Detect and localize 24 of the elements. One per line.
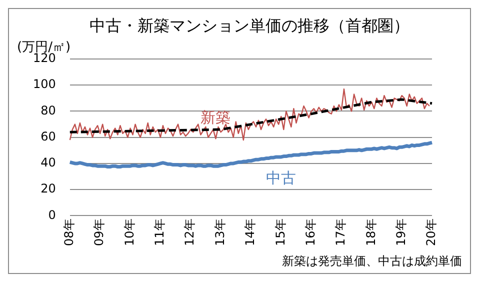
y-tick-label: 20 xyxy=(40,182,56,196)
text: 新築は発売単価、中古は成約単価 xyxy=(282,254,462,268)
x-tick-label: 12年 xyxy=(182,218,197,246)
x-tick-label: 18年 xyxy=(364,218,378,246)
x-tick-label: 13年 xyxy=(212,218,227,246)
series-label: 新築 xyxy=(200,108,231,127)
x-tick-label: 20年 xyxy=(424,218,438,246)
x-tick-label: 15年 xyxy=(273,218,288,246)
chart-title: 中古・新築マンション単価の推移（首都圏） xyxy=(90,16,410,35)
series-label: 中古 xyxy=(266,168,296,187)
x-tick-label: 19年 xyxy=(394,218,408,246)
x-tick-label: 09年 xyxy=(92,218,106,246)
x-tick-label: 08年 xyxy=(62,218,76,246)
x-tick-label: 14年 xyxy=(243,218,258,246)
line-series xyxy=(68,98,434,134)
y-tick-label: 80 xyxy=(40,103,56,118)
x-tick-label: 16年 xyxy=(303,218,318,246)
y-tick-label: 60 xyxy=(40,129,56,144)
x-tick-label: 17年 xyxy=(334,218,348,246)
y-tick-label: 0 xyxy=(48,208,56,222)
x-tick-label: 10年 xyxy=(122,218,136,246)
y-tick-label: 40 xyxy=(40,156,56,170)
y-tick-label: 100 xyxy=(33,77,56,92)
x-tick-label: 11年 xyxy=(152,218,167,246)
